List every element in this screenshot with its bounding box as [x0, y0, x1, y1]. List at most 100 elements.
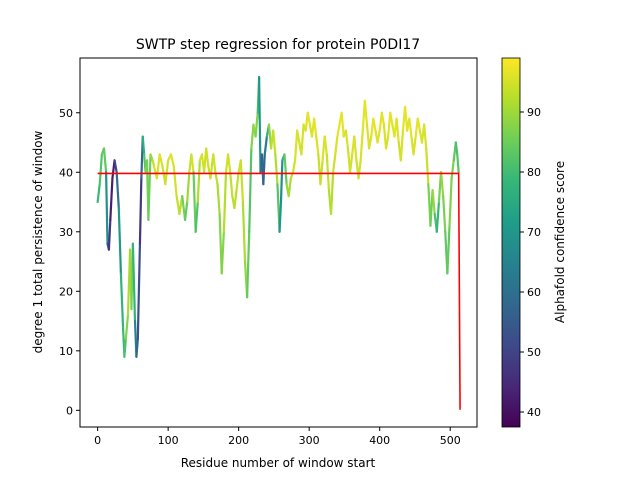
colorbar-ticks: 40 50 60 70 80 90	[520, 106, 541, 419]
data-line-segment	[425, 147, 430, 186]
data-line-segment	[141, 135, 146, 156]
data-line-segment	[353, 135, 358, 162]
data-line-segment	[306, 111, 311, 126]
data-line-segment	[102, 147, 108, 174]
data-line-segment	[115, 171, 120, 210]
data-line-segment	[229, 171, 234, 198]
step-regression-line	[97, 172, 461, 410]
data-line-segment	[258, 75, 262, 174]
data-line-segment	[315, 135, 320, 156]
y-tick-label: 40	[59, 166, 73, 179]
data-line-segment	[155, 153, 161, 180]
data-line-segment	[372, 117, 377, 132]
data-line-segment	[323, 135, 328, 156]
data-line-segment	[138, 177, 143, 245]
colorbar-tick-label: 60	[527, 286, 541, 299]
data-line-segment	[190, 153, 195, 174]
data-line-segment	[186, 171, 191, 204]
data-line-segment	[416, 117, 421, 132]
plot-frame	[79, 57, 478, 428]
data-line-segment	[233, 189, 238, 210]
data-line-segment	[450, 159, 455, 180]
y-tick-label: 50	[59, 107, 73, 120]
plot-area: 0 100 200 300 400 500 0 10 20 30 40 50	[59, 57, 478, 447]
data-line-segment	[205, 147, 210, 168]
x-tick-label: 0	[94, 434, 101, 447]
step-regression	[97, 172, 461, 410]
data-line-segment	[296, 129, 301, 144]
data-line-segment	[348, 153, 354, 174]
data-line-segment	[226, 153, 232, 174]
x-tick-label: 100	[158, 434, 179, 447]
data-line-segment	[246, 230, 251, 299]
x-tick-label: 400	[369, 434, 390, 447]
data-line-segment	[363, 99, 369, 126]
colorbar-label: Alphafold confidence score	[553, 161, 567, 323]
data-line-segment	[380, 111, 386, 126]
data-line-segment	[389, 111, 394, 126]
data-line-segment	[384, 135, 390, 150]
data-line-segment	[254, 111, 259, 138]
data-line-segment	[357, 159, 362, 180]
data-line-segment	[194, 200, 199, 233]
data-line-segment	[212, 153, 217, 174]
data-line-segment	[442, 194, 447, 233]
data-line-segment	[454, 141, 459, 156]
data-line-segment	[439, 171, 445, 198]
data-line-segment	[262, 153, 266, 186]
data-line-segment	[158, 153, 164, 168]
data-line-segment	[164, 159, 170, 186]
data-line-segment	[248, 147, 253, 233]
data-line-segment	[325, 153, 331, 192]
x-tick-label: 200	[228, 434, 249, 447]
data-line-segment	[291, 159, 297, 174]
data-line-segment	[368, 135, 373, 150]
data-line-segment	[412, 135, 417, 156]
colorbar-tick-label: 50	[527, 346, 541, 359]
colorbar-tick-label: 80	[527, 166, 541, 179]
y-tick-label: 0	[66, 404, 73, 417]
data-line-segment	[235, 171, 240, 192]
y-tick-label: 20	[59, 285, 73, 298]
data-line-segment	[456, 153, 460, 174]
y-axis-label: degree 1 total persistence of window	[31, 130, 45, 353]
data-line-segment	[119, 272, 125, 329]
data-line-segment	[272, 129, 277, 156]
data-series	[96, 75, 460, 358]
y-tick-label: 30	[59, 226, 73, 239]
x-axis: 0 100 200 300 400 500	[94, 427, 461, 447]
data-line-segment	[279, 159, 284, 204]
data-line-segment	[220, 230, 225, 275]
data-line-segment	[278, 200, 283, 233]
data-line-segment	[96, 183, 101, 204]
data-line-segment	[263, 135, 268, 156]
data-line-segment	[423, 123, 428, 150]
y-axis: 0 10 20 30 40 50	[59, 107, 80, 417]
data-line-segment	[329, 171, 335, 216]
y-tick-label: 10	[59, 345, 73, 358]
data-line-segment	[336, 123, 341, 138]
data-line-segment	[117, 206, 122, 275]
data-line-segment	[340, 111, 345, 138]
data-line-segment	[183, 200, 189, 221]
data-line-segment	[172, 165, 178, 198]
data-line-segment	[222, 171, 228, 233]
colorbar-tick-label: 70	[527, 226, 541, 239]
colorbar-tick-label: 40	[527, 406, 541, 419]
data-line-segment	[313, 117, 318, 138]
data-line-segment	[287, 177, 292, 198]
data-line-segment	[376, 129, 381, 144]
colorbar-gradient	[501, 57, 521, 428]
colorbar-tick-label: 90	[527, 106, 541, 119]
data-line-segment	[274, 153, 279, 186]
data-line-segment	[334, 135, 339, 156]
data-line-segment	[431, 189, 436, 216]
data-line-segment	[113, 159, 118, 174]
colorbar: 40 50 60 70 80 90 Alphafold confidence score	[501, 57, 567, 428]
x-axis-label: Residue number of window start	[181, 456, 376, 470]
data-line-segment	[135, 337, 139, 358]
data-line-segment	[196, 159, 201, 204]
chart-title: SWTP step regression for protein P0DI17	[136, 37, 420, 53]
data-line-segment	[319, 159, 324, 186]
